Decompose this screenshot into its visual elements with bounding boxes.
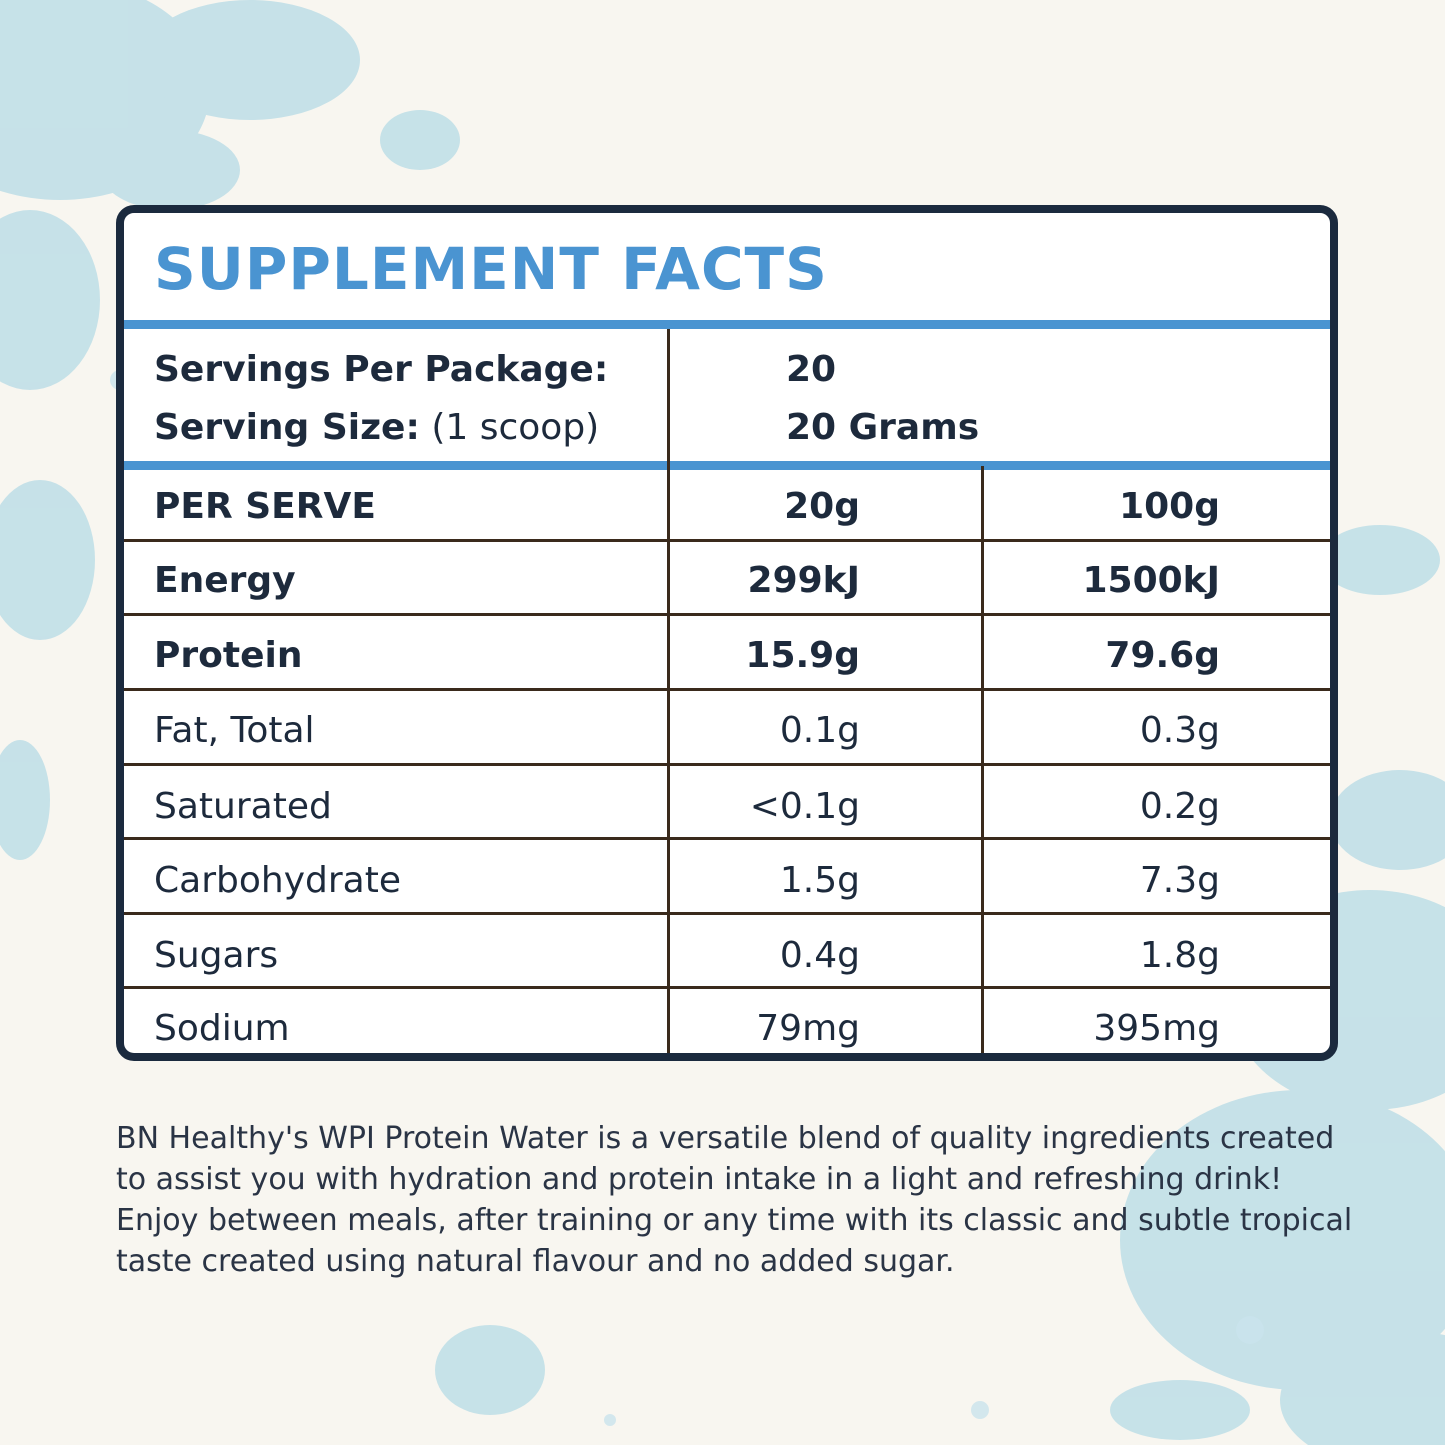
servings-divider — [124, 461, 1330, 470]
servings-per-package-label: Servings Per Package: — [154, 349, 609, 390]
row-divider — [124, 986, 1330, 989]
column-divider-2 — [981, 466, 984, 1053]
product-description: BN Healthy's WPI Protein Water is a vers… — [116, 1121, 1353, 1279]
header-100g: 100g — [1119, 486, 1220, 527]
row-label: Protein — [154, 635, 303, 676]
supplement-facts-panel: SUPPLEMENT FACTS Servings Per Package: 2… — [116, 205, 1338, 1061]
row-value-100g: 0.2g — [1139, 786, 1220, 827]
row-label: Sodium — [154, 1008, 290, 1049]
row-value-100g: 1.8g — [1139, 935, 1220, 976]
row-value-100g: 1500kJ — [1082, 560, 1220, 601]
row-value-100g: 7.3g — [1139, 860, 1220, 901]
row-value-20g: 79mg — [756, 1008, 860, 1049]
serving-size-label-text: Serving Size: — [154, 407, 420, 448]
row-divider — [124, 539, 1330, 542]
serving-size-note: (1 scoop) — [431, 407, 600, 448]
servings-per-package-value: 20 — [786, 349, 837, 390]
row-divider — [124, 912, 1330, 915]
row-value-100g: 395mg — [1093, 1008, 1220, 1049]
row-label: Carbohydrate — [154, 860, 401, 901]
row-divider — [124, 763, 1330, 766]
serving-size-value: 20 Grams — [786, 407, 980, 448]
panel-title: SUPPLEMENT FACTS — [154, 235, 828, 303]
row-divider — [124, 613, 1330, 616]
row-label: Energy — [154, 560, 296, 601]
header-per-serve: PER SERVE — [154, 486, 376, 527]
row-value-20g: 0.4g — [779, 935, 860, 976]
row-divider — [124, 688, 1330, 691]
row-value-100g: 0.3g — [1139, 710, 1220, 751]
row-value-20g: 0.1g — [779, 710, 860, 751]
column-divider-1 — [667, 329, 670, 1053]
row-label: Sugars — [154, 935, 279, 976]
row-value-20g: 299kJ — [747, 560, 860, 601]
title-divider — [124, 320, 1330, 329]
row-value-20g: 15.9g — [745, 635, 860, 676]
row-value-20g: 1.5g — [779, 860, 860, 901]
row-divider — [124, 837, 1330, 840]
header-20g: 20g — [784, 486, 860, 527]
row-label: Saturated — [154, 786, 332, 827]
row-value-20g: <0.1g — [749, 786, 860, 827]
row-value-100g: 79.6g — [1105, 635, 1220, 676]
serving-size-label: Serving Size: (1 scoop) — [154, 410, 599, 446]
row-label: Fat, Total — [154, 710, 315, 751]
